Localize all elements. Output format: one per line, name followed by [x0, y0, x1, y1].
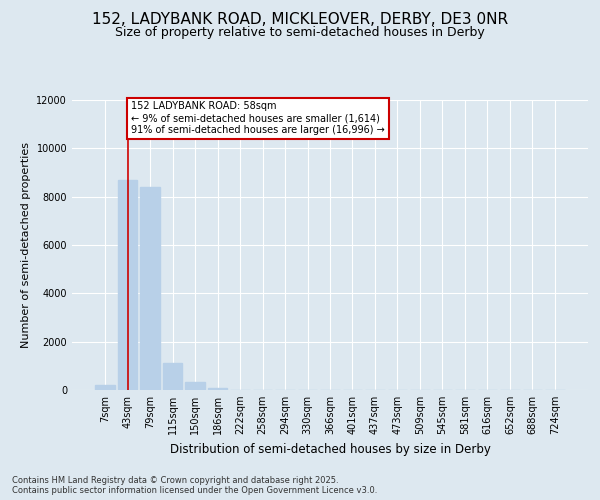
- Bar: [95, 385, 115, 390]
- Bar: [118, 180, 137, 390]
- Text: 152 LADYBANK ROAD: 58sqm
← 9% of semi-detached houses are smaller (1,614)
91% of: 152 LADYBANK ROAD: 58sqm ← 9% of semi-de…: [131, 102, 385, 134]
- Text: Size of property relative to semi-detached houses in Derby: Size of property relative to semi-detach…: [115, 26, 485, 39]
- Y-axis label: Number of semi-detached properties: Number of semi-detached properties: [21, 142, 31, 348]
- Bar: [208, 388, 227, 390]
- Bar: [140, 187, 160, 390]
- X-axis label: Distribution of semi-detached houses by size in Derby: Distribution of semi-detached houses by …: [170, 442, 490, 456]
- Text: Contains HM Land Registry data © Crown copyright and database right 2025.
Contai: Contains HM Land Registry data © Crown c…: [12, 476, 377, 495]
- Text: 152, LADYBANK ROAD, MICKLEOVER, DERBY, DE3 0NR: 152, LADYBANK ROAD, MICKLEOVER, DERBY, D…: [92, 12, 508, 28]
- Bar: [163, 364, 182, 390]
- Bar: [185, 382, 205, 390]
